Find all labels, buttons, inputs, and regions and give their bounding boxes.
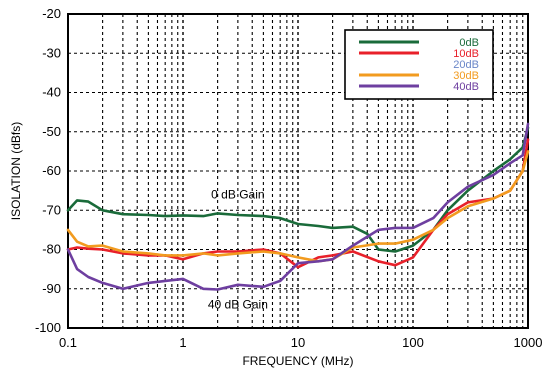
- series-line-30dB: [66, 150, 530, 263]
- y-tick-label: -60: [42, 163, 61, 178]
- x-tick-label: 10: [291, 335, 305, 350]
- plot-frame: [67, 13, 529, 329]
- annotations: 0 dB Gain 40 dB Gain: [208, 187, 268, 311]
- y-tick-label: -100: [35, 320, 61, 335]
- y-tick-label: -80: [42, 242, 61, 257]
- legend-label-40dB: 40dB: [453, 81, 479, 93]
- legend-label-0dB: 0dB: [459, 37, 479, 49]
- x-tick-labels: 0.1 1 10 100 1000: [59, 335, 543, 350]
- legend-label-20dB: 20dB: [453, 59, 479, 71]
- y-tick-labels: -20 -30 -40 -50 -60 -70 -80 -90 -100: [35, 6, 61, 335]
- x-axis-title: FREQUENCY (MHz): [242, 354, 353, 368]
- y-axis-title: ISOLATION (dBfs): [9, 122, 23, 220]
- y-tick-label: -30: [42, 45, 61, 60]
- x-tick-label: 1000: [514, 335, 543, 350]
- x-tick-label: 1: [179, 335, 186, 350]
- y-tick-label: -90: [42, 281, 61, 296]
- x-tick-label: 100: [402, 335, 424, 350]
- series-line-0dB: [66, 126, 530, 253]
- y-tick-label: -70: [42, 202, 61, 217]
- legend-label-30dB: 30dB: [453, 70, 479, 82]
- annotation-label: 40 dB Gain: [208, 297, 268, 311]
- y-tick-label: -20: [42, 6, 61, 21]
- y-tick-label: -40: [42, 85, 61, 100]
- legend-label-10dB: 10dB: [453, 48, 479, 60]
- series-line-40dB: [66, 122, 530, 291]
- annotation-label: 0 dB Gain: [211, 187, 264, 201]
- x-tick-label: 0.1: [59, 335, 77, 350]
- y-tick-label: -50: [42, 124, 61, 139]
- series-lines: [66, 122, 530, 291]
- series-line-10dB: [66, 138, 530, 269]
